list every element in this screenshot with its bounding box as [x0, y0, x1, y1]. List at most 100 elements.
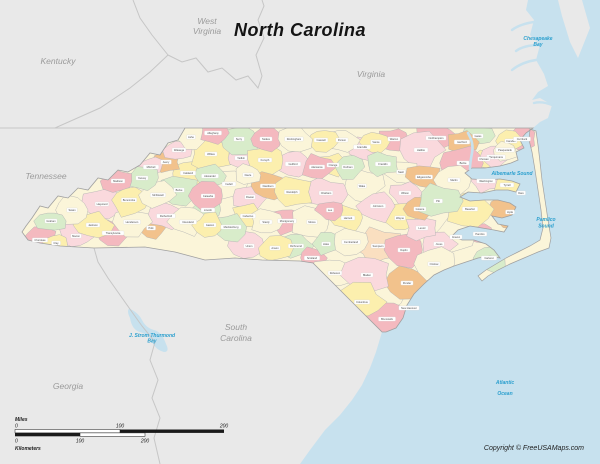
county-label-chip [173, 187, 185, 193]
county-label: Person [338, 138, 347, 142]
county-label-chip [304, 255, 320, 261]
county-label-chip [340, 215, 356, 221]
county-label: Stokes [262, 137, 271, 141]
county-label: Gates [475, 134, 483, 138]
county-label: Washington [479, 179, 493, 183]
county-label-chip [398, 305, 420, 311]
water-label-strom-thurmond: J. Strom Thurmond [129, 333, 176, 339]
county-label-chip [171, 147, 187, 153]
county-label-chip [378, 316, 396, 322]
county-label: Buncombe [123, 198, 136, 202]
county-label-chip [101, 230, 125, 236]
county-label-chip [341, 164, 355, 170]
county-label-chip [123, 219, 141, 225]
scale-miles-label: Miles [15, 417, 28, 423]
county-label-chip [146, 225, 156, 231]
county-label: Yadkin [237, 156, 245, 160]
county-label-chip [234, 155, 248, 161]
county-label-chip [309, 164, 325, 170]
scale-miles-tick: 200 [219, 424, 229, 430]
county-label: McDowell [152, 193, 164, 197]
county-label: Hyde [507, 210, 514, 214]
county-label: Franklin [378, 162, 388, 166]
county-label-chip [413, 206, 427, 212]
county-label: Durham [343, 165, 352, 169]
county-label: Watauga [174, 148, 185, 152]
county-label: Cumberland [344, 240, 359, 244]
scale-miles-seg-white [14, 429, 121, 434]
county-label-chip [447, 177, 461, 183]
state-borders-layer [0, 0, 265, 464]
county-label-chip [203, 222, 217, 228]
county-label-chip [516, 190, 526, 196]
county-label-chip [179, 219, 197, 225]
county-label: Wake [359, 184, 366, 188]
county-label: Graham [46, 219, 55, 223]
water-label-pamlico-sound: Pamlico [536, 217, 555, 223]
county-label: Onslow [430, 262, 439, 266]
county-label: Alexander [204, 174, 216, 178]
scale-km-label: Kilometers [15, 446, 41, 452]
county-label: Moore [308, 220, 316, 224]
county-label-chip [321, 241, 331, 247]
county-label: Randolph [286, 190, 298, 194]
county-label-chip [204, 130, 222, 136]
county-label-chip [456, 160, 470, 166]
county-label: Yancey [138, 176, 147, 180]
county-label: Anson [271, 246, 279, 250]
county-label: Caldwell [183, 171, 193, 175]
county-label: Rutherford [160, 214, 173, 218]
county-label-chip [121, 197, 137, 203]
scale-miles-tick: 0 [15, 424, 18, 430]
county-label-chip [259, 219, 273, 225]
county-label-chip [318, 190, 334, 196]
county-label-chip [413, 147, 429, 153]
county-label-chip [242, 172, 254, 178]
state-label-kentucky: Kentucky [41, 56, 77, 66]
county-label: Transylvania [106, 231, 121, 235]
county-label-chip [495, 147, 515, 153]
water-label-atlantic-ocean: Atlantic [495, 380, 515, 386]
county-label-chip [220, 224, 242, 230]
county-label: Scotland [307, 256, 318, 260]
va-river-1 [510, 58, 538, 72]
county-label-chip [341, 239, 361, 245]
va-river-3 [510, 20, 536, 32]
water-label-chesapeake-bay: Chesapeake [523, 36, 552, 42]
eastern-shore-land [558, 0, 590, 58]
county-label-chip [433, 241, 445, 247]
county-label-chip [306, 219, 318, 225]
county-label-chip [66, 207, 78, 213]
outer-banks-outline [477, 128, 552, 282]
county-label: Mecklenburg [224, 225, 239, 229]
county-label-chip [32, 237, 48, 243]
county-label-chip [201, 173, 219, 179]
county-label-chip [200, 193, 216, 199]
county-label: Edgecombe [417, 175, 431, 179]
county-label-chip [200, 207, 216, 213]
county-label: Swain [68, 208, 76, 212]
county-label-chip [357, 183, 367, 189]
county-label: Orange [329, 163, 338, 167]
county-label-chip [44, 218, 58, 224]
county-label-chip [150, 192, 166, 198]
county-label-chip [233, 136, 245, 142]
county-label-chip [284, 189, 300, 195]
county-label-chip [427, 261, 441, 267]
county-label: Northampton [429, 136, 445, 140]
state-label-west-virginia: Virginia [193, 26, 221, 36]
county-label: Davidson [263, 184, 274, 188]
county-label-chip [476, 178, 496, 184]
county-label: Harnett [344, 216, 353, 220]
county-label: Rockingham [287, 137, 301, 141]
county-label-chip [370, 203, 386, 209]
county-label-chip [143, 164, 159, 170]
county-label-chip [288, 243, 304, 249]
county-label: Lee [328, 208, 333, 212]
county-label-chip [499, 182, 515, 188]
county-label: Vance [372, 140, 380, 144]
county-label: Wilson [401, 191, 409, 195]
county-label: Mitchell [147, 165, 156, 169]
county-label: Halifax [417, 148, 426, 152]
